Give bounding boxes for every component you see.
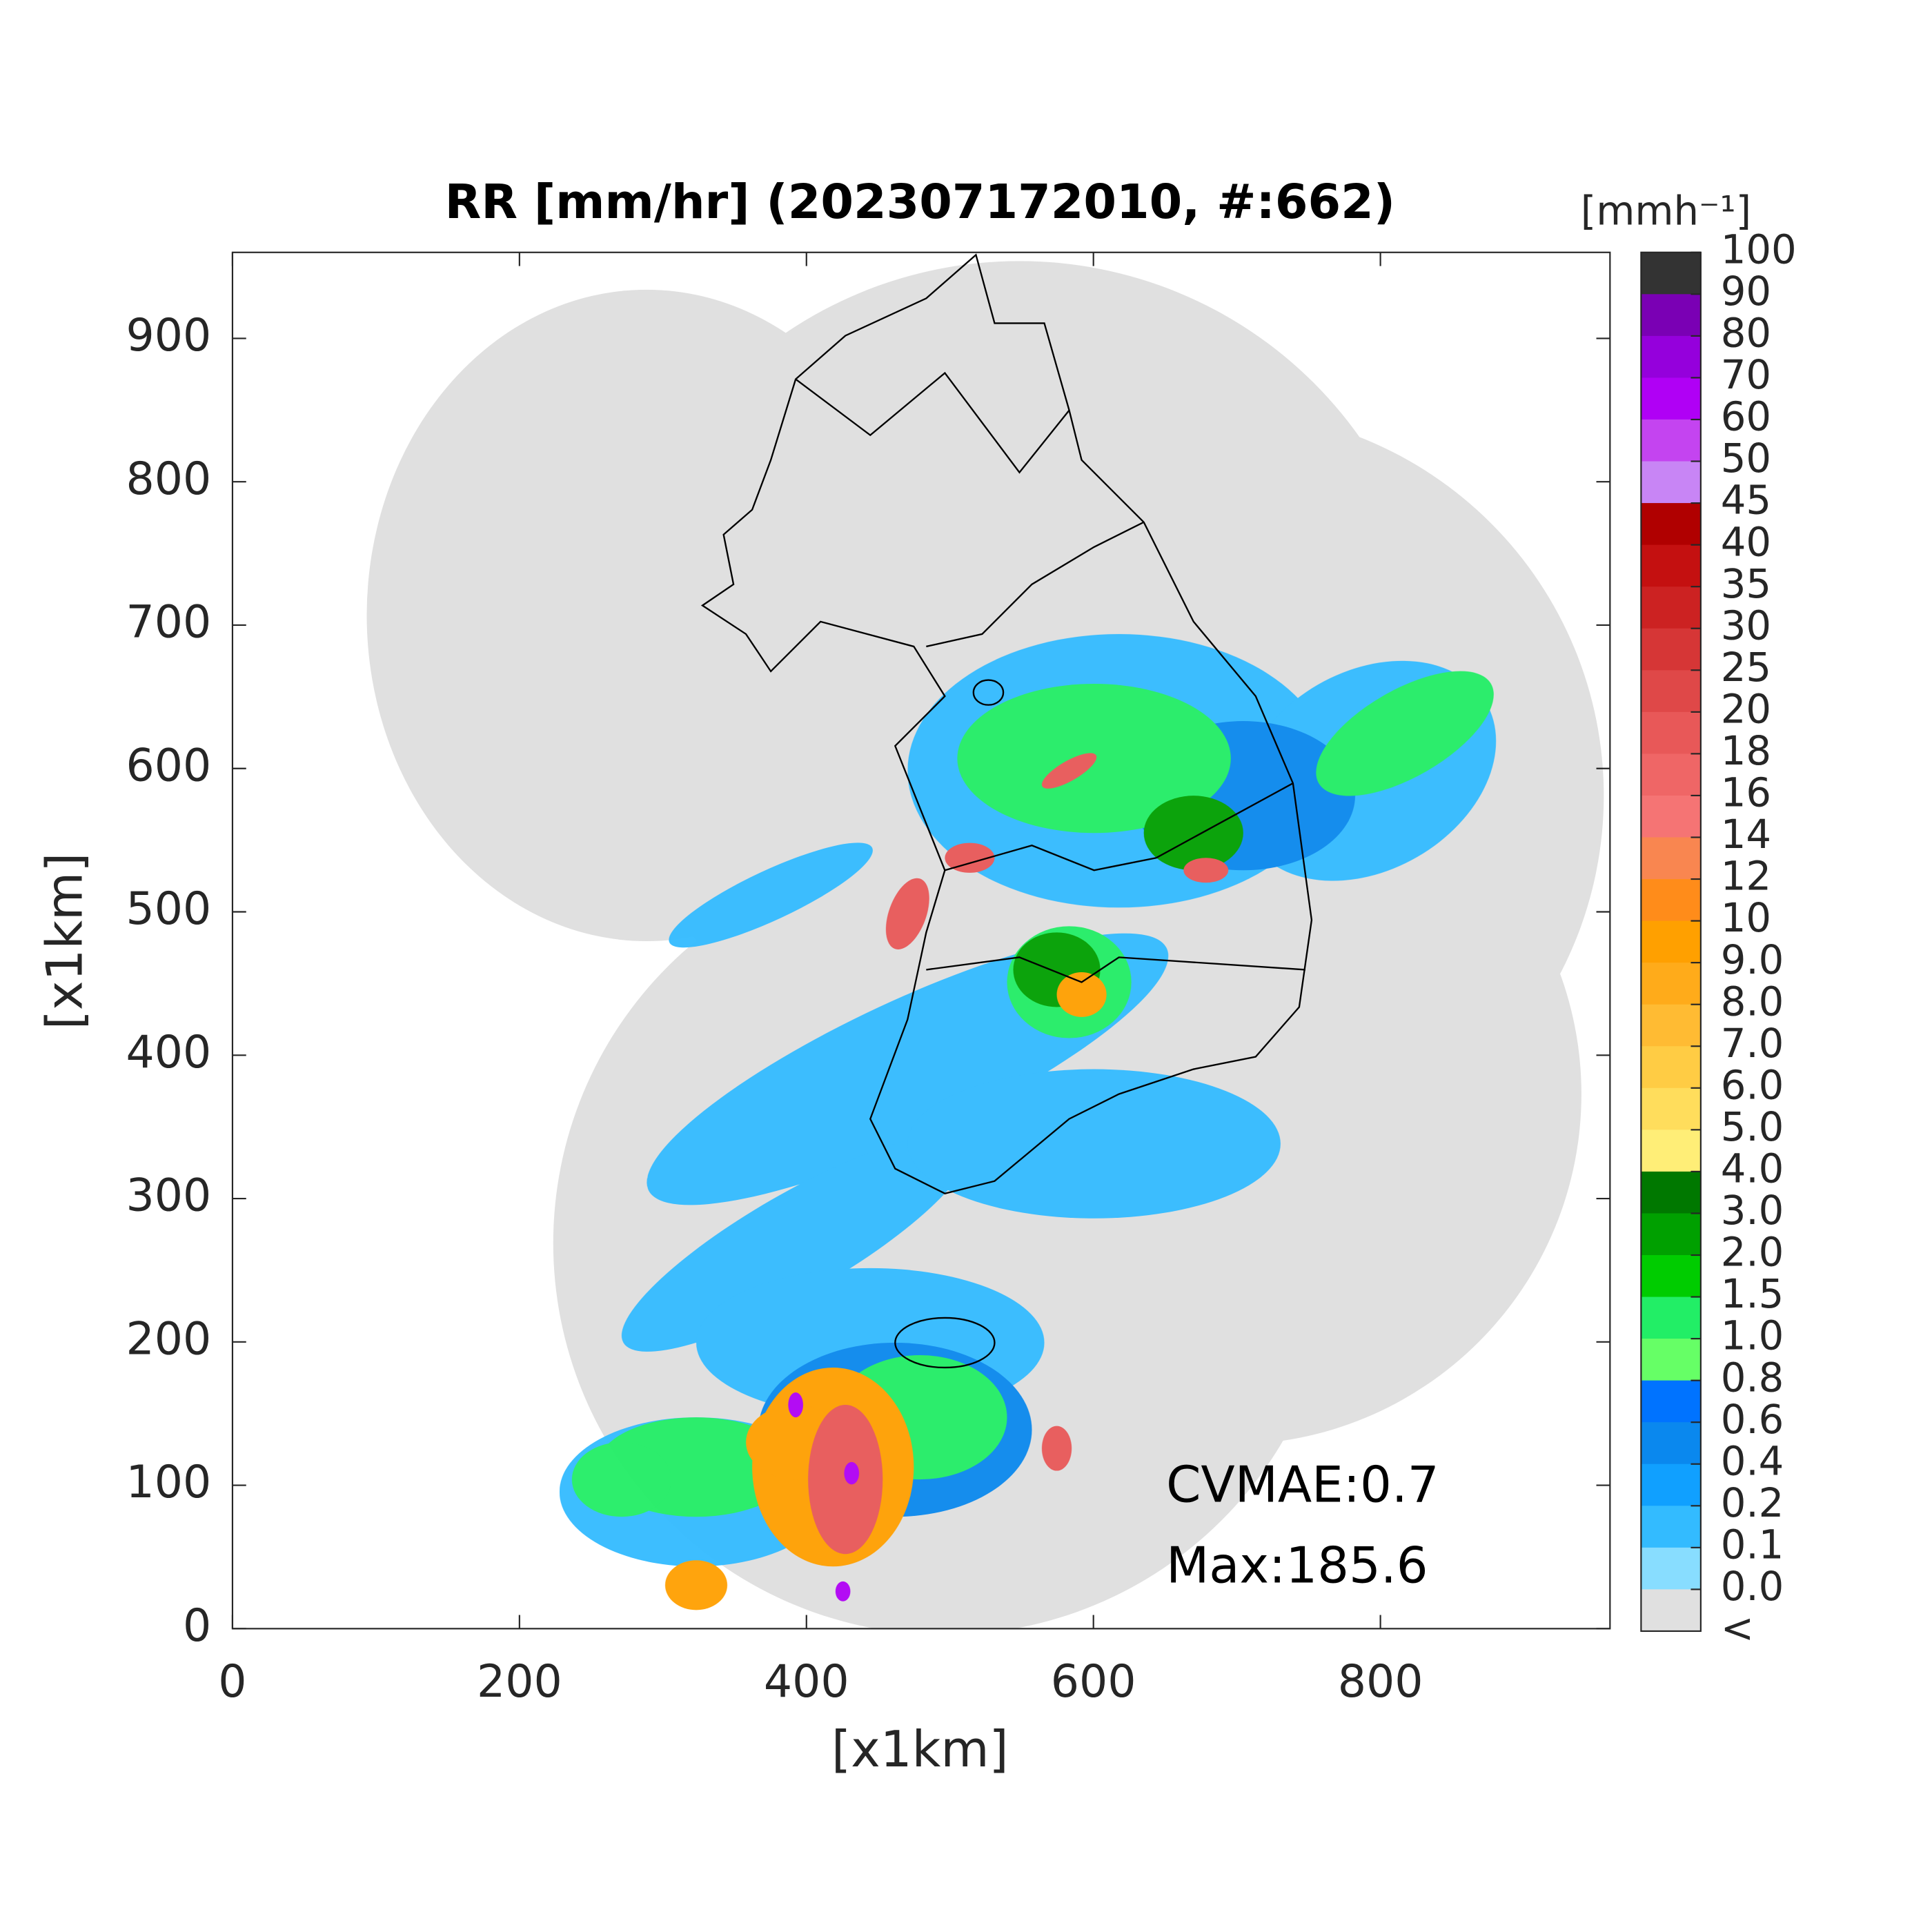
colorbar-segment: [1641, 963, 1701, 1005]
colorbar-label: [mmh⁻¹]: [1581, 188, 1751, 235]
y-tick-label: 100: [126, 1457, 212, 1508]
y-tick-label: 700: [126, 597, 212, 649]
colorbar-tick-label: 45: [1721, 477, 1771, 524]
colorbar-segment: [1641, 335, 1701, 379]
colorbar-tick-label: 30: [1721, 602, 1771, 649]
x-tick-label: 600: [1051, 1656, 1136, 1708]
colorbar-segment: [1641, 1087, 1701, 1131]
annotation: Max:185.6: [1166, 1536, 1428, 1594]
colorbar-segment: [1641, 670, 1701, 713]
colorbar-tick-label: 0.0: [1721, 1563, 1784, 1610]
colorbar-segment: [1641, 711, 1701, 755]
colorbar-tick-label: 2.0: [1721, 1229, 1784, 1276]
colorbar-tick-label: 0.6: [1721, 1396, 1784, 1443]
colorbar-segment: [1641, 1589, 1701, 1632]
x-tick-label: 0: [218, 1656, 246, 1708]
x-tick-label: 400: [764, 1656, 849, 1708]
colorbar-segment: [1641, 586, 1701, 629]
coastline: [700, 253, 1313, 1369]
colorbar-segment: [1641, 1130, 1701, 1172]
colorbar-tick-label: 18: [1721, 727, 1771, 774]
colorbar-segment: [1641, 419, 1701, 462]
colorbar-tick-label: 7.0: [1721, 1020, 1784, 1067]
colorbar-tick-label: 16: [1721, 769, 1771, 816]
colorbar-segment: [1641, 879, 1701, 922]
radar-map: [366, 253, 1604, 1629]
x-axis-label: [x1km]: [831, 1720, 1009, 1778]
colorbar-tick-label: 25: [1721, 644, 1771, 691]
colorbar-tick-label: 40: [1721, 518, 1771, 565]
colorbar-tick-label: 9.0: [1721, 936, 1784, 983]
y-tick-label: 400: [126, 1027, 212, 1078]
colorbar-tick-label: <: [1721, 1605, 1754, 1652]
colorbar-segment: [1641, 1506, 1701, 1548]
colorbar-tick-label: 1.5: [1721, 1270, 1784, 1317]
y-tick-label: 900: [126, 310, 212, 362]
colorbar-segment: [1641, 753, 1701, 796]
colorbar-tick-label: 90: [1721, 268, 1771, 315]
colorbar-tick-label: 5.0: [1721, 1103, 1784, 1150]
colorbar-tick-label: 50: [1721, 435, 1771, 482]
colorbar-tick-label: 100: [1721, 226, 1797, 273]
colorbar-segment: [1641, 461, 1701, 504]
colorbar-segment: [1641, 1004, 1701, 1047]
y-tick-label: 600: [126, 740, 212, 791]
colorbar-tick-label: 8.0: [1721, 978, 1784, 1025]
x-tick-label: 200: [477, 1656, 562, 1708]
colorbar-tick-label: 6.0: [1721, 1061, 1784, 1108]
colorbar-tick-label: 0.8: [1721, 1354, 1784, 1401]
y-tick-label: 300: [126, 1170, 212, 1222]
colorbar-segment: [1641, 377, 1701, 420]
colorbar-tick-label: 0.4: [1721, 1437, 1784, 1484]
colorbar-frame: [1640, 251, 1702, 1633]
colorbar-segment: [1641, 503, 1701, 546]
colorbar-segment: [1641, 795, 1701, 838]
colorbar-segment: [1641, 1171, 1701, 1214]
colorbar-segment: [1641, 837, 1701, 880]
colorbar-segment: [1641, 1463, 1701, 1507]
colorbar-tick-label: 80: [1721, 309, 1771, 356]
colorbar-tick-label: 3.0: [1721, 1187, 1784, 1234]
colorbar-segment: [1641, 252, 1701, 295]
colorbar-segment: [1641, 1255, 1701, 1298]
colorbar-tick-label: 35: [1721, 560, 1771, 607]
colorbar-tick-label: 1.0: [1721, 1312, 1784, 1359]
colorbar-tick-label: 4.0: [1721, 1145, 1784, 1192]
annotation: CVMAE:0.7: [1166, 1455, 1439, 1513]
colorbar-tick-label: 0.2: [1721, 1479, 1784, 1526]
colorbar-segment: [1641, 1297, 1701, 1340]
x-tick-label: 800: [1338, 1656, 1423, 1708]
colorbar-segment: [1641, 1339, 1701, 1381]
chart-title: RR [mm/hr] (202307172010, #:662): [445, 175, 1395, 230]
colorbar-segment: [1641, 1046, 1701, 1089]
colorbar-tick-label: 14: [1721, 811, 1771, 858]
y-axis-label: [x1km]: [36, 853, 94, 1030]
colorbar-tick-label: 12: [1721, 853, 1771, 900]
colorbar-tick-label: 0.1: [1721, 1521, 1784, 1568]
colorbar-segment: [1641, 1422, 1701, 1465]
colorbar-tick-label: 70: [1721, 351, 1771, 398]
y-tick-label: 0: [183, 1600, 211, 1652]
colorbar-segment: [1641, 628, 1701, 671]
plot-frame: [231, 251, 1611, 1630]
colorbar-segment: [1641, 1213, 1701, 1256]
colorbar-tick-label: 10: [1721, 894, 1771, 941]
y-tick-label: 200: [126, 1313, 212, 1365]
colorbar-segment: [1641, 920, 1701, 964]
precipitation: [559, 633, 1497, 1610]
y-tick-label: 500: [126, 883, 212, 935]
colorbar-tick-label: 60: [1721, 393, 1771, 440]
colorbar-segment: [1641, 1547, 1701, 1590]
y-tick-label: 800: [126, 453, 212, 505]
colorbar-segment: [1641, 544, 1701, 588]
colorbar-tick-label: 20: [1721, 685, 1771, 732]
colorbar-segment: [1641, 1380, 1701, 1423]
colorbar-segment: [1641, 294, 1701, 337]
